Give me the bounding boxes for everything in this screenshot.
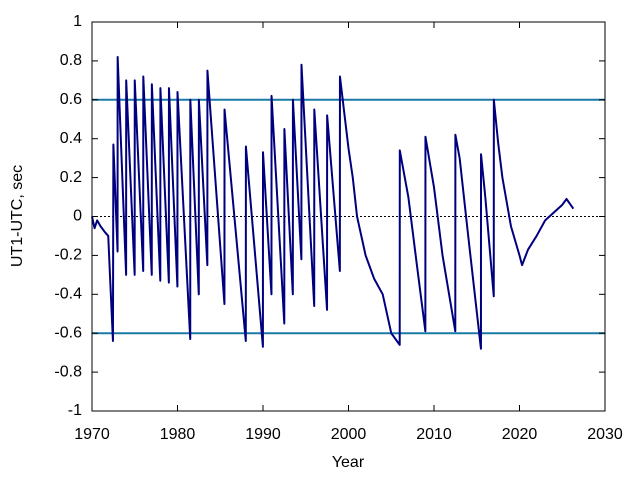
x-tick-label: 1970 <box>74 426 110 443</box>
y-tick-label: -1 <box>68 402 82 419</box>
y-tick-label: 0.2 <box>60 169 82 186</box>
x-tick-label: 1990 <box>245 426 281 443</box>
y-tick-label: 0.6 <box>60 91 82 108</box>
x-tick-label: 2010 <box>416 426 452 443</box>
y-tick-label: -0.4 <box>54 286 82 303</box>
x-tick-label: 2020 <box>502 426 538 443</box>
y-tick-label: -0.8 <box>54 363 82 380</box>
y-tick-label: -0.2 <box>54 247 82 264</box>
plot-frame <box>91 21 606 412</box>
x-axis-label: Year <box>332 454 365 471</box>
y-tick-label: -0.6 <box>54 324 82 341</box>
y-tick-label: 0 <box>73 208 82 225</box>
x-tick-label: 2030 <box>587 426 623 443</box>
y-tick-label: 0.8 <box>60 52 82 69</box>
x-tick-label: 1980 <box>160 426 196 443</box>
y-axis-label: UT1-UTC, sec <box>9 165 26 267</box>
y-tick-label: 1 <box>73 13 82 30</box>
y-tick-label: 0.4 <box>60 130 82 147</box>
data-line <box>91 56 575 350</box>
x-tick-label: 2000 <box>331 426 367 443</box>
